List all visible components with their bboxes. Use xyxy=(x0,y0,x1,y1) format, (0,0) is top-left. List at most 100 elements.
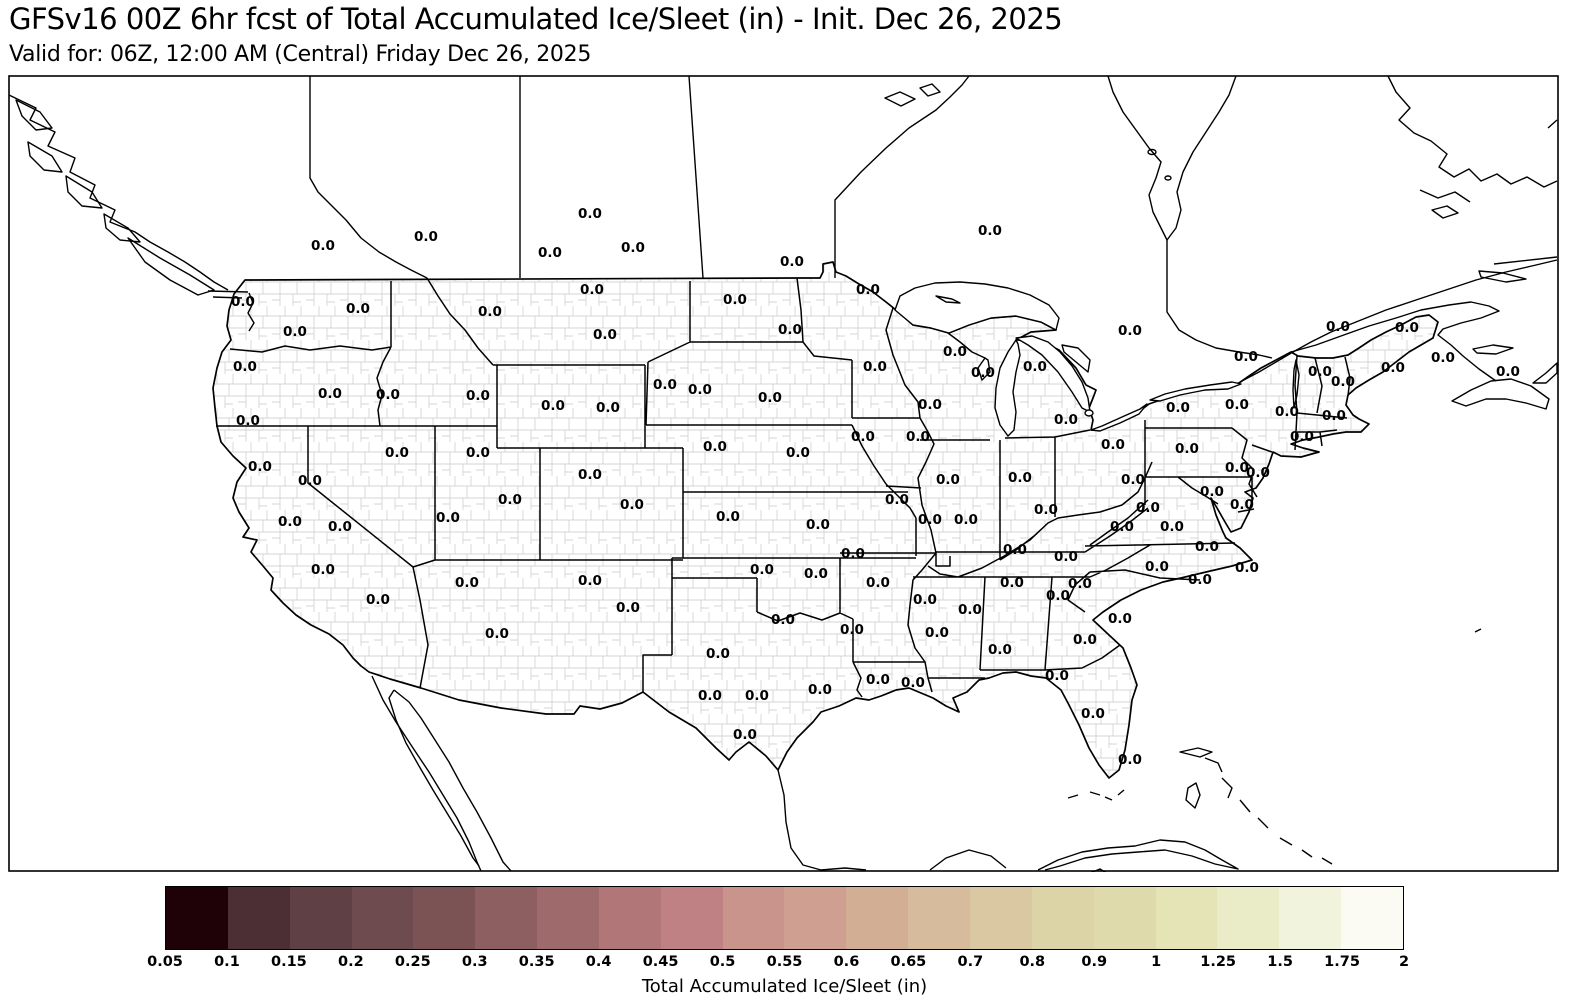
page-title: GFSv16 00Z 6hr fcst of Total Accumulated… xyxy=(9,2,1063,36)
map-value-label: 0.0 xyxy=(1496,364,1520,380)
colorbar-tick: 0.2 xyxy=(338,954,364,970)
lake-st-clair xyxy=(1084,409,1094,417)
map-value-label: 0.0 xyxy=(478,304,502,320)
colorbar-segment xyxy=(660,887,723,949)
colorbar-tick: 0.45 xyxy=(642,954,679,970)
map-value-label: 0.0 xyxy=(1101,437,1125,453)
map-value-label: 0.0 xyxy=(866,672,890,688)
colorbar-tick: 0.1 xyxy=(214,954,240,970)
map-value-label: 0.0 xyxy=(688,382,712,398)
map-value-label: 0.0 xyxy=(414,229,438,245)
conus-landmass xyxy=(212,261,1439,779)
map-value-label: 0.0 xyxy=(988,642,1012,658)
map-value-label: 0.0 xyxy=(593,327,617,343)
colorbar-tick: 1.5 xyxy=(1267,954,1293,970)
map-value-label: 0.0 xyxy=(1431,350,1455,366)
map-value-label: 0.0 xyxy=(1118,323,1142,339)
map-value-label: 0.0 xyxy=(806,517,830,533)
map-value-label: 0.0 xyxy=(866,575,890,591)
map-value-label: 0.0 xyxy=(1136,500,1160,516)
colorbar-tick: 0.6 xyxy=(833,954,860,970)
colorbar-tick: 2 xyxy=(1398,954,1410,970)
colorbar-segment xyxy=(722,887,785,949)
map-value-labels: 0.0 0.0 0.0 0.0 0.0 0.0 0.0 0.0 0.0 0.0 0.0 0.0 0.0 0… xyxy=(231,206,1520,768)
state-borders xyxy=(216,277,1351,698)
colorbar-tick: 0.65 xyxy=(890,954,927,970)
map-value-label: 0.0 xyxy=(1225,460,1249,476)
map-value-label: 0.0 xyxy=(578,573,602,589)
colorbar-segment xyxy=(846,887,909,949)
map-value-label: 0.0 xyxy=(808,682,832,698)
map-value-label: 0.0 xyxy=(466,388,490,404)
map-value-label: 0.0 xyxy=(804,566,828,582)
green-bay xyxy=(977,357,991,381)
colorbar-segment xyxy=(969,887,1032,949)
map-value-label: 0.0 xyxy=(925,625,949,641)
colorbar-tick: 0.9 xyxy=(1081,954,1108,970)
map: 0.0 0.0 0.0 0.0 0.0 0.0 0.0 0.0 0.0 0.0 0.0 0.0 0.0 0… xyxy=(8,75,1559,872)
map-value-label: 0.0 xyxy=(901,675,925,691)
colorbar-tick: 0.7 xyxy=(957,954,984,970)
colorbar-segment xyxy=(1217,887,1280,949)
map-value-label: 0.0 xyxy=(918,512,942,528)
colorbar-tick: 0.55 xyxy=(766,954,803,970)
colorbar-tick: 0.5 xyxy=(709,954,736,970)
colorbar-segment xyxy=(908,887,970,949)
colorbar-tick: 0.15 xyxy=(271,954,307,970)
colorbar-segment xyxy=(166,887,228,949)
colorbar-tick: 0.05 xyxy=(147,954,183,970)
map-value-label: 0.0 xyxy=(620,497,644,513)
lake-michigan xyxy=(994,339,1021,437)
map-value-label: 0.0 xyxy=(851,429,875,445)
map-value-label: 0.0 xyxy=(283,324,307,340)
map-value-label: 0.0 xyxy=(231,294,255,310)
map-value-label: 0.0 xyxy=(578,206,602,222)
lake-huron xyxy=(1015,335,1091,413)
map-value-label: 0.0 xyxy=(906,429,930,445)
map-value-label: 0.0 xyxy=(236,413,260,429)
map-value-label: 0.0 xyxy=(328,519,352,535)
map-value-label: 0.0 xyxy=(1118,752,1142,768)
colorbar-segment xyxy=(475,887,538,949)
map-value-label: 0.0 xyxy=(841,546,865,562)
lake-ontario xyxy=(1149,381,1242,402)
map-value-label: 0.0 xyxy=(1188,572,1212,588)
map-value-label: 0.0 xyxy=(366,592,390,608)
map-value-label: 0.0 xyxy=(978,223,1002,239)
colorbar-segment xyxy=(598,887,661,949)
map-value-label: 0.0 xyxy=(1108,611,1132,627)
map-value-label: 0.0 xyxy=(1073,632,1097,648)
map-value-label: 0.0 xyxy=(466,445,490,461)
map-value-label: 0.0 xyxy=(616,600,640,616)
map-value-label: 0.0 xyxy=(1230,497,1254,513)
colorbar-segment xyxy=(289,887,352,949)
map-value-label: 0.0 xyxy=(733,727,757,743)
map-value-label: 0.0 xyxy=(436,510,460,526)
georgian-bay xyxy=(1061,344,1091,373)
colorbar-segment xyxy=(784,887,847,949)
map-value-label: 0.0 xyxy=(311,562,335,578)
map-value-label: 0.0 xyxy=(596,400,620,416)
colorbar-tick: 0.25 xyxy=(394,954,431,970)
map-value-label: 0.0 xyxy=(1160,519,1184,535)
page-subtitle: Valid for: 06Z, 12:00 AM (Central) Frida… xyxy=(9,42,592,67)
map-value-label: 0.0 xyxy=(840,622,864,638)
map-value-label: 0.0 xyxy=(1054,412,1078,428)
colorbar-label: Total Accumulated Ice/Sleet (in) xyxy=(641,976,928,997)
map-value-label: 0.0 xyxy=(1121,472,1145,488)
map-value-label: 0.0 xyxy=(936,472,960,488)
map-value-label: 0.0 xyxy=(318,386,342,402)
colorbar-segment xyxy=(1031,887,1094,949)
map-value-label: 0.0 xyxy=(1081,706,1105,722)
colorbar-segment xyxy=(1093,887,1156,949)
colorbar-segment xyxy=(1341,887,1403,949)
map-value-label: 0.0 xyxy=(1246,465,1270,481)
colorbar-segment xyxy=(413,887,476,949)
colorbar-segment xyxy=(351,887,414,949)
map-value-label: 0.0 xyxy=(1195,539,1219,555)
colorbar-tick: 1.75 xyxy=(1324,954,1360,970)
map-value-label: 0.0 xyxy=(1046,588,1070,604)
map-value-label: 0.0 xyxy=(1023,359,1047,375)
map-value-label: 0.0 xyxy=(653,377,677,393)
map-value-label: 0.0 xyxy=(778,322,802,338)
